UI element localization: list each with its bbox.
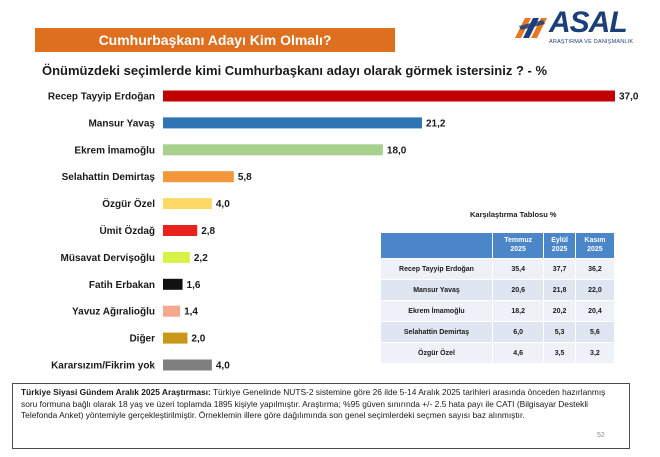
bar-value-label: 2,2 xyxy=(194,253,208,264)
table-row: Mansur Yavaş 20,6 21,8 22,0 xyxy=(380,279,616,301)
bar-value-label: 18,0 xyxy=(387,145,407,156)
table-row: Ekrem İmamoğlu 18,2 20,2 20,4 xyxy=(380,300,616,322)
table-cell: 21,8 xyxy=(543,279,576,301)
comparison-header-row: Temmuz 2025 Eylül 2025 Kasım 2025 xyxy=(380,232,616,259)
comparison-header-cell: Temmuz 2025 xyxy=(491,232,545,259)
comparison-table: Temmuz 2025 Eylül 2025 Kasım 2025 Recep Tay… xyxy=(380,232,616,364)
table-cell: 5,3 xyxy=(543,321,576,343)
page-title: Cumhurbaşkanı Adayı Kim Olmalı? xyxy=(35,28,395,52)
table-cell: 35,4 xyxy=(491,258,545,280)
table-cell: 20,2 xyxy=(543,300,576,322)
bar xyxy=(163,198,212,210)
bar xyxy=(163,171,234,183)
bar xyxy=(163,332,188,344)
table-cell: 22,0 xyxy=(574,279,616,301)
comparison-header-blank xyxy=(380,232,493,259)
bar xyxy=(163,90,615,102)
logo-mark-icon xyxy=(515,18,547,38)
bar-value-label: 1,4 xyxy=(184,307,198,318)
asal-logo: ASAL ARAŞTIRMA VE DANIŞMANLIK xyxy=(513,6,634,48)
bar-value-label: 2,0 xyxy=(191,334,205,345)
category-label: Yavuz Ağıralioğlu xyxy=(72,307,155,318)
bar xyxy=(163,305,181,317)
table-cell: 18,2 xyxy=(491,300,545,322)
bar xyxy=(163,144,383,156)
table-row: Recep Tayyip Erdoğan 35,4 37,7 36,2 xyxy=(380,258,616,280)
category-label: Diğer xyxy=(129,334,155,345)
table-row: Selahattin Demirtaş 6,0 5,3 5,6 xyxy=(380,321,616,343)
category-label: Ümit Özdağ xyxy=(99,224,155,237)
bar-value-label: 5,8 xyxy=(238,172,252,183)
chart-question: Önümüzdeki seçimlerde kimi Cumhurbaşkanı… xyxy=(42,63,548,78)
table-cell: 5,6 xyxy=(574,321,616,343)
category-label: Kararsızım/Fikrim yok xyxy=(51,361,155,372)
table-cell-name: Mansur Yavaş xyxy=(380,279,493,301)
table-cell-name: Ekrem İmamoğlu xyxy=(380,300,493,322)
comparison-header-cell: Kasım 2025 xyxy=(574,232,616,259)
table-row: Özgür Özel 4,6 3,5 3,2 xyxy=(380,342,616,364)
table-cell-name: Özgür Özel xyxy=(380,342,493,364)
table-cell: 3,5 xyxy=(543,342,576,364)
bar-value-label: 2,8 xyxy=(201,226,215,237)
category-label: Recep Tayyip Erdoğan xyxy=(48,92,155,103)
category-label: Mansur Yavaş xyxy=(88,118,155,129)
bar xyxy=(163,117,422,129)
table-cell: 3,2 xyxy=(574,342,616,364)
methodology-footnote: Türkiye Siyasi Gündem Aralık 2025 Araştı… xyxy=(12,383,630,449)
bar-value-label: 4,0 xyxy=(216,199,230,210)
table-cell-name: Selahattin Demirtaş xyxy=(380,321,493,343)
category-label: Fatih Erbakan xyxy=(89,280,155,291)
bar xyxy=(163,251,190,263)
bar-value-label: 1,6 xyxy=(187,280,201,291)
table-cell: 37,7 xyxy=(543,258,576,280)
category-label: Müsavat Dervişoğlu xyxy=(61,253,155,264)
bar xyxy=(163,278,183,290)
bar-value-label: 37,0 xyxy=(619,92,639,103)
bar-value-label: 4,0 xyxy=(216,361,230,372)
logo-subtext: ARAŞTIRMA VE DANIŞMANLIK xyxy=(549,39,634,45)
logo-wordmark: ASAL xyxy=(549,6,628,39)
category-label: Ekrem İmamoğlu xyxy=(74,143,155,156)
comparison-title: Karşılaştırma Tablosu % xyxy=(470,210,557,219)
bar xyxy=(163,359,212,371)
table-cell: 20,6 xyxy=(491,279,545,301)
table-cell: 20,4 xyxy=(574,300,616,322)
table-cell-name: Recep Tayyip Erdoğan xyxy=(380,258,493,280)
table-cell: 6,0 xyxy=(491,321,545,343)
footnote-title: Türkiye Siyasi Gündem Aralık 2025 Araştı… xyxy=(21,387,211,397)
category-label: Özgür Özel xyxy=(102,197,155,210)
bar-value-label: 21,2 xyxy=(426,118,446,129)
comparison-header-cell: Eylül 2025 xyxy=(543,232,576,259)
footnote-text: Türkiye Genelinde NUTS-2 sistemine göre … xyxy=(21,387,606,420)
category-label: Selahattin Demirtaş xyxy=(62,172,156,183)
bar-chart: Recep Tayyip Erdoğan 37,0 Mansur Yavaş 21,2… xyxy=(48,90,639,372)
bar xyxy=(163,225,198,236)
page-number: 52 xyxy=(597,432,605,439)
table-cell: 36,2 xyxy=(574,258,616,280)
table-cell: 4,6 xyxy=(491,342,545,364)
